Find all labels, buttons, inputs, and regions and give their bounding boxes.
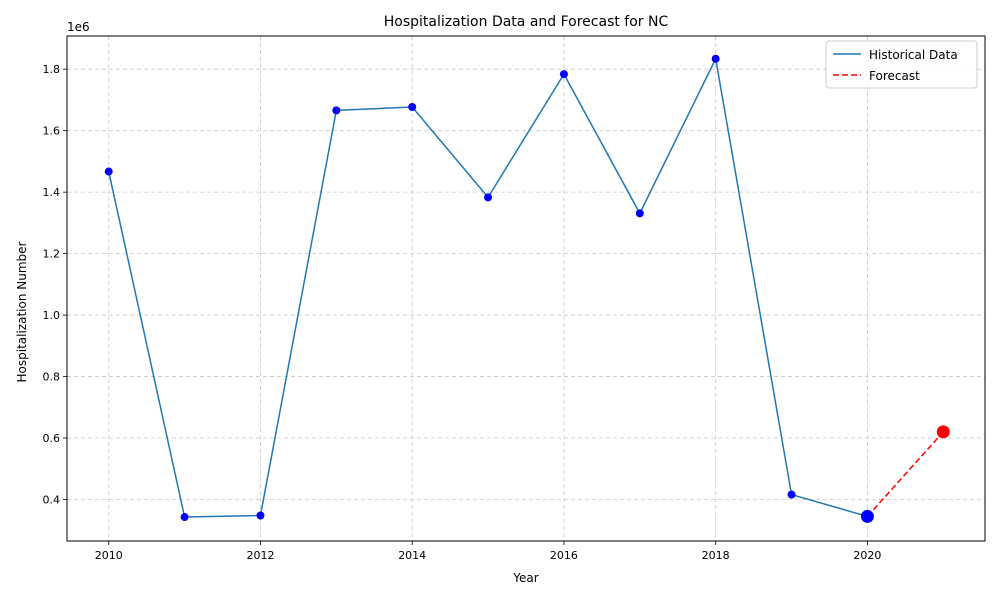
historical-data-point	[559, 70, 568, 79]
x-tick-label: 2020	[853, 549, 881, 562]
y-tick-label: 0.4	[43, 494, 61, 507]
x-tick-label: 2014	[398, 549, 426, 562]
x-tick-label: 2010	[95, 549, 123, 562]
historical-data-point	[180, 513, 189, 522]
y-axis-label: Hospitalization Number	[15, 241, 29, 382]
historical-data-point	[104, 167, 113, 176]
historical-data-point	[484, 193, 493, 202]
forecast-point	[936, 425, 950, 439]
x-tick-label: 2012	[246, 549, 274, 562]
historical-data-point	[408, 103, 417, 112]
y-tick-label: 1.0	[43, 309, 61, 322]
historical-data-point	[787, 490, 796, 499]
historical-data-point	[332, 106, 341, 115]
axis-layer: 2010 2012 2014 2016 2018 2020 0.4 0.6 0.8 1.0 1.2 1…	[43, 63, 882, 562]
y-tick-label: 0.8	[43, 371, 61, 384]
plot-frame	[66, 35, 986, 542]
legend-label-historical: Historical Data	[869, 48, 958, 62]
legend-label-forecast: Forecast	[869, 69, 920, 83]
latest-actual-point	[860, 509, 874, 523]
x-tick-label: 2016	[550, 549, 578, 562]
legend-box	[825, 40, 978, 89]
y-tick-label: 1.4	[43, 186, 61, 199]
y-tick-label: 1.2	[43, 248, 61, 261]
y-tick-label: 1.8	[43, 63, 61, 76]
y-tick-label: 1.6	[43, 125, 61, 138]
forecast-series-line	[866, 431, 944, 517]
legend: Historical Data Forecast	[825, 40, 978, 89]
historical-data-point	[635, 209, 644, 218]
historical-data-point	[256, 511, 265, 520]
data-layer	[104, 54, 950, 523]
x-tick-label: 2018	[702, 549, 730, 562]
historical-data-point	[711, 54, 720, 63]
chart-title: Hospitalization Data and Forecast for NC	[384, 14, 669, 30]
y-axis-offset-label: 1e6	[67, 20, 90, 34]
x-axis-label: Year	[512, 571, 538, 585]
y-tick-label: 0.6	[43, 432, 61, 445]
